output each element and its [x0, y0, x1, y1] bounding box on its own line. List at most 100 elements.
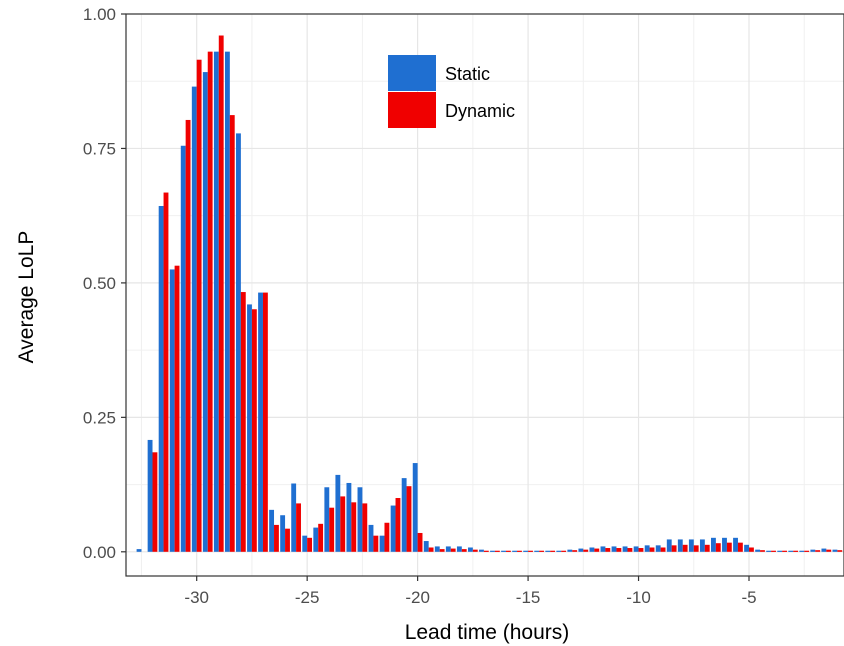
bar-static — [611, 546, 617, 552]
bar-dynamic — [329, 507, 335, 552]
bar-static — [434, 546, 440, 552]
bar-static — [589, 547, 595, 552]
bar-dynamic — [627, 548, 633, 552]
bar-static — [390, 505, 396, 552]
bar-static — [423, 541, 429, 552]
bar-static — [523, 550, 529, 552]
bar-dynamic — [494, 550, 500, 552]
bar-static — [445, 546, 451, 552]
bar-dynamic — [251, 309, 257, 552]
bar-dynamic — [229, 115, 235, 552]
bar-static — [302, 535, 308, 552]
bar-dynamic — [163, 192, 169, 552]
bar-dynamic — [240, 292, 246, 552]
bar-static — [655, 545, 661, 552]
y-tick-label: 0.75 — [83, 139, 116, 158]
bar-static — [556, 550, 562, 552]
x-tick-label: -5 — [741, 588, 756, 607]
bar-static — [722, 537, 727, 552]
bar-dynamic — [793, 550, 799, 552]
bar-dynamic — [384, 522, 390, 552]
bar-static — [224, 51, 230, 552]
bar-dynamic — [605, 548, 611, 552]
bar-static — [136, 549, 142, 552]
bar-dynamic — [218, 35, 224, 552]
y-axis-title: Average LoLP — [15, 231, 38, 364]
bar-dynamic — [826, 549, 832, 552]
bar-dynamic — [307, 537, 313, 552]
bar-static — [711, 537, 716, 552]
bar-static — [456, 546, 462, 552]
bar-static — [291, 483, 297, 552]
bar-dynamic — [406, 486, 412, 552]
bar-dynamic — [152, 452, 158, 552]
bar-static — [280, 515, 286, 552]
bar-dynamic — [274, 524, 279, 552]
bar-marks — [136, 35, 843, 552]
minor-gridlines — [126, 14, 844, 576]
bar-static — [688, 539, 694, 552]
bar-dynamic — [439, 549, 445, 552]
bar-dynamic — [726, 542, 732, 552]
bar-dynamic — [704, 544, 710, 552]
bar-static — [479, 549, 484, 552]
bar-dynamic — [296, 503, 301, 552]
panel-border — [125, 13, 844, 577]
x-tick-label: -10 — [626, 588, 651, 607]
bar-static — [832, 549, 838, 552]
bar-static — [733, 537, 738, 552]
bar-static — [633, 546, 639, 552]
bar-dynamic — [262, 292, 268, 552]
bar-static — [202, 72, 208, 552]
bar-dynamic — [318, 523, 324, 552]
bar-dynamic — [671, 545, 677, 552]
bar-static — [401, 478, 407, 552]
x-axis-ticks: -30 -25 -20 -15 -10 -5 — [184, 576, 757, 607]
bar-dynamic — [594, 548, 600, 552]
bar-static — [490, 550, 495, 552]
bar-dynamic — [196, 59, 202, 552]
y-axis-ticks: 0.00 0.25 0.50 0.75 1.00 — [83, 5, 126, 562]
bar-static — [622, 546, 628, 552]
bar-static — [247, 304, 252, 552]
bar-dynamic — [461, 549, 467, 552]
bar-dynamic — [682, 544, 688, 552]
bar-dynamic — [638, 548, 644, 552]
bar-dynamic — [395, 498, 401, 552]
bar-static — [191, 86, 197, 552]
bar-static — [600, 546, 606, 552]
bar-static — [269, 509, 275, 552]
bar-static — [810, 549, 816, 552]
bar-static — [357, 487, 363, 552]
bar-dynamic — [528, 550, 533, 552]
legend-label-static: Static — [445, 64, 490, 84]
bar-dynamic — [174, 265, 180, 552]
bar-dynamic — [561, 550, 567, 552]
bar-static — [766, 550, 772, 552]
bar-dynamic — [472, 549, 478, 552]
y-tick-label: 0.50 — [83, 274, 116, 293]
bar-static — [213, 51, 219, 552]
bar-static — [677, 539, 683, 552]
bar-static — [412, 463, 418, 552]
bar-dynamic — [185, 119, 191, 552]
bar-dynamic — [428, 547, 434, 552]
bar-dynamic — [285, 528, 290, 552]
bar-static — [755, 549, 761, 552]
x-tick-label: -30 — [184, 588, 209, 607]
bar-static — [258, 292, 263, 552]
bar-static — [545, 550, 551, 552]
bar-static — [467, 547, 473, 552]
bar-dynamic — [715, 543, 721, 552]
bar-dynamic — [616, 548, 622, 552]
bar-static — [799, 550, 805, 552]
bar-static — [567, 549, 573, 552]
bar-dynamic — [517, 550, 522, 552]
bar-dynamic — [583, 549, 589, 552]
bar-static — [744, 544, 750, 552]
bar-dynamic — [450, 548, 456, 552]
bar-static — [379, 535, 385, 552]
bar-dynamic — [207, 51, 213, 552]
bar-static — [534, 550, 540, 552]
bar-static — [180, 145, 186, 552]
